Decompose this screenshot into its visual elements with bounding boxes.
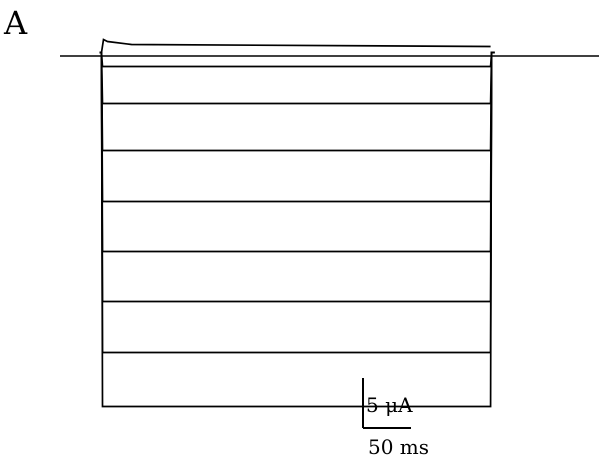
scale-bar-time-label: 50 ms <box>368 435 429 459</box>
current-trace-1 <box>99 51 495 68</box>
current-trace-5 <box>99 51 495 253</box>
current-trace-2 <box>99 51 495 105</box>
current-trace-7 <box>99 51 495 354</box>
panel-label: A <box>3 4 28 42</box>
scale-bar: 5 μA 50 ms <box>362 378 429 459</box>
scale-bar-current-label: 5 μA <box>366 393 413 417</box>
current-trace-8 <box>99 51 495 408</box>
capacitive-transient <box>100 38 491 53</box>
current-traces <box>99 38 495 408</box>
current-trace-6 <box>99 51 495 303</box>
current-trace-4 <box>99 51 495 203</box>
